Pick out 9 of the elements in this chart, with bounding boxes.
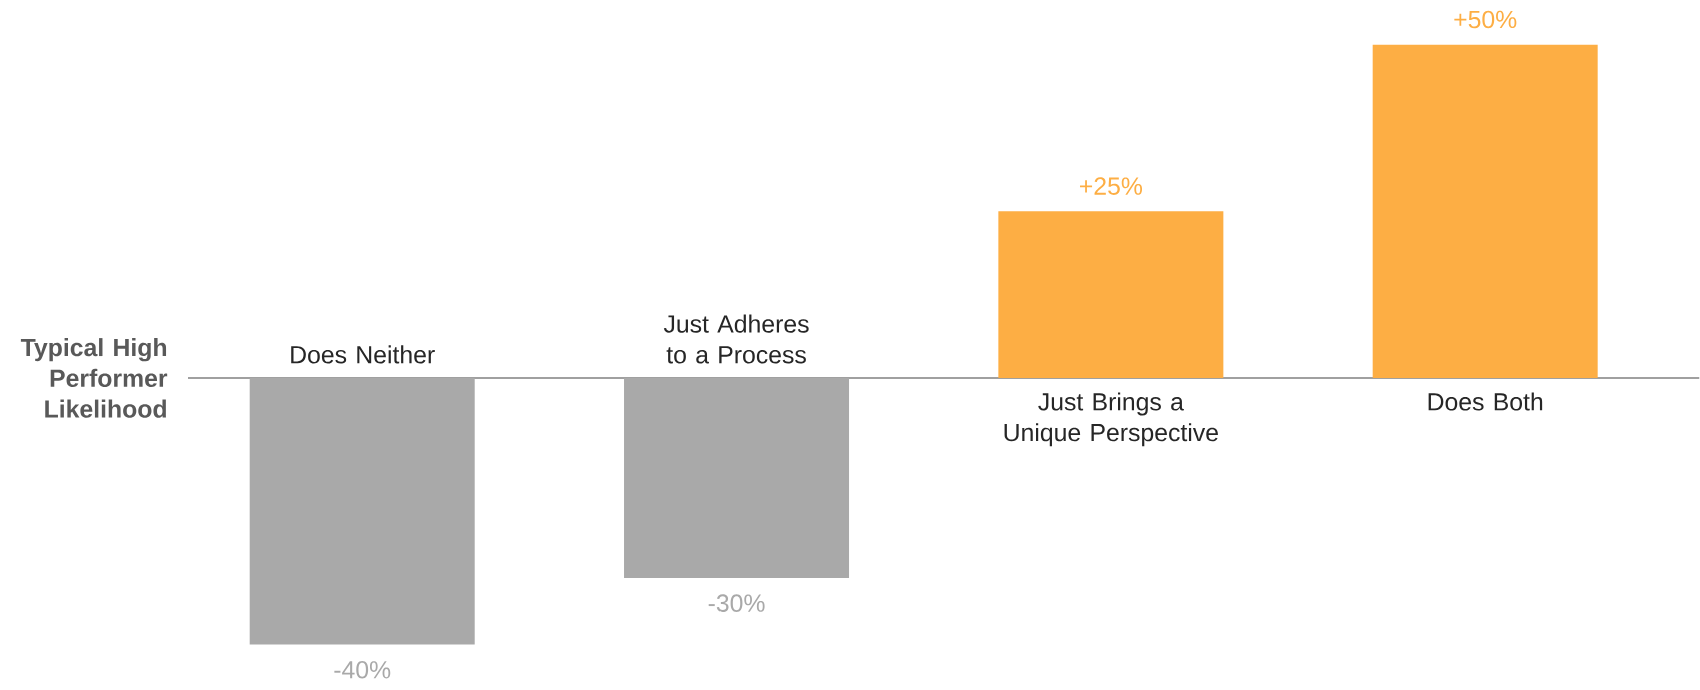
- x-tick-label: Just Adheres to a Process: [663, 314, 809, 364]
- y-axis-title: Typical High Performer Likelihood: [20, 338, 168, 418]
- data-label: +50%: [1454, 10, 1517, 29]
- x-tick-label: Just Brings a Unique Perspective: [1004, 392, 1218, 447]
- x-tick-label: Does Both: [1428, 392, 1543, 411]
- x-tick-label: Does Neither: [291, 345, 435, 364]
- data-label: +25%: [1080, 177, 1143, 195]
- data-label: -30%: [708, 594, 765, 612]
- data-label: -40%: [334, 661, 391, 679]
